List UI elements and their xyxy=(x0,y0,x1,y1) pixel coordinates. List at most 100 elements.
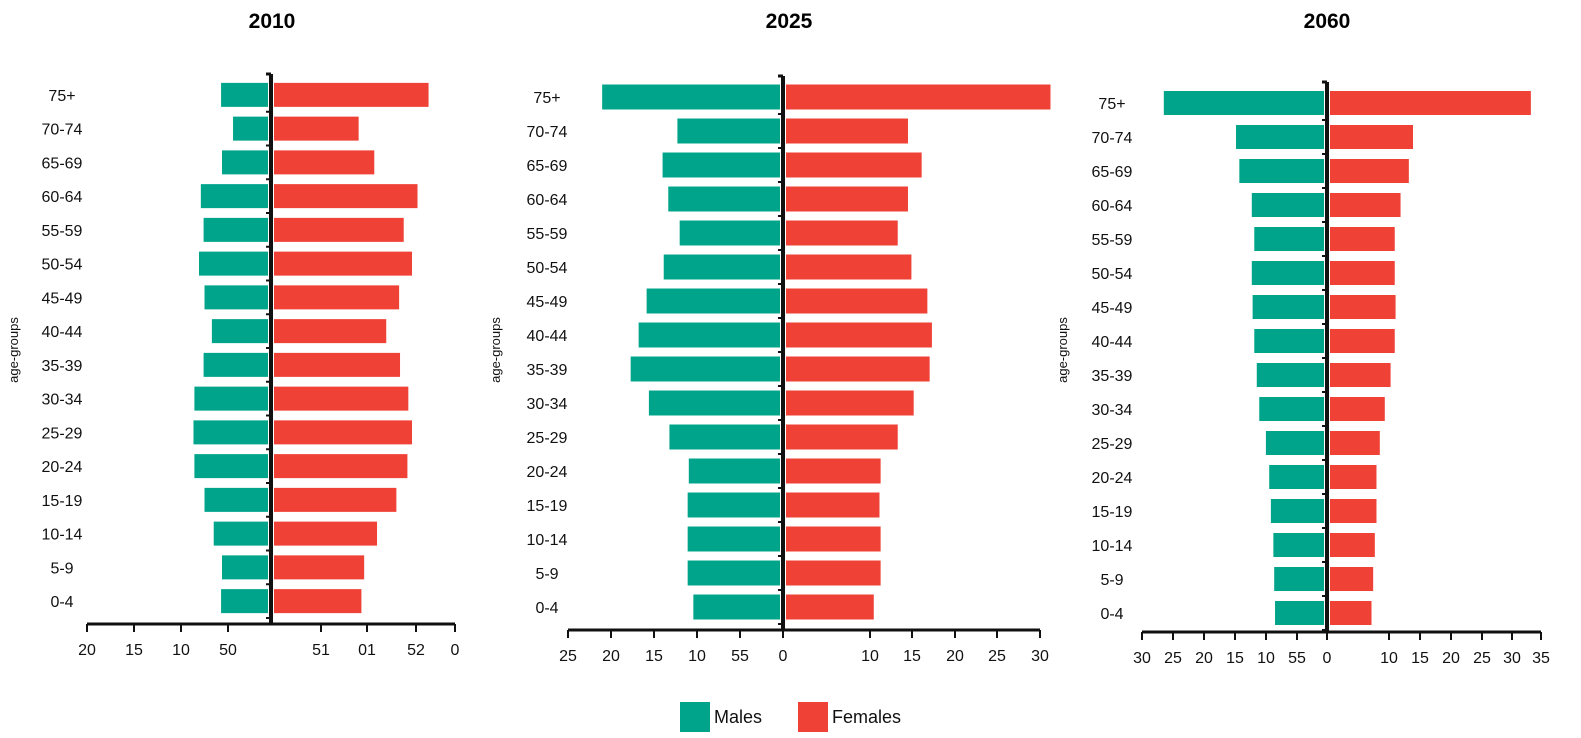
panel-2025-bar-females-20-24 xyxy=(786,458,881,484)
panel-2010-category-65-69: 65-69 xyxy=(42,155,83,172)
panel-2010-bar-males-50-54 xyxy=(199,251,268,276)
panel-2025-bar-females-0-4 xyxy=(786,594,874,620)
panel-2025-bar-males-65-69 xyxy=(662,152,780,178)
panel-2010-category-35-39: 35-39 xyxy=(42,358,83,375)
legend-swatch-males xyxy=(680,702,710,732)
panel-2010-bar-males-55-59 xyxy=(203,217,268,242)
panel-2025-xtick-label-left-4: 55 xyxy=(731,648,749,665)
panel-2025-category-75+: 75+ xyxy=(533,90,560,107)
panel-2025-category-30-34: 30-34 xyxy=(527,396,568,413)
panel-2025-xtick-label-left-0: 25 xyxy=(559,648,577,665)
panel-2060-category-50-54: 50-54 xyxy=(1092,266,1133,283)
panel-2025-xtick-label-right-3: 20 xyxy=(946,648,964,665)
panel-2060-xtick-label-left-6: 0 xyxy=(1323,650,1332,667)
panel-2010-bar-males-15-19 xyxy=(204,487,268,512)
panel-2060-category-20-24: 20-24 xyxy=(1092,470,1133,487)
panel-2060-category-5-9: 5-9 xyxy=(1100,572,1123,589)
panel-2060-bar-females-40-44 xyxy=(1330,329,1395,353)
panel-2025-bar-males-25-29 xyxy=(669,424,780,450)
panel-2060-bar-females-20-24 xyxy=(1330,465,1377,489)
panel-2010-bar-females-40-44 xyxy=(274,319,387,344)
panel-2060-bar-males-55-59 xyxy=(1254,227,1324,251)
panel-2060-bar-females-50-54 xyxy=(1330,261,1395,285)
panel-2010-xtick-label-left-0: 20 xyxy=(78,642,96,659)
panel-2060-category-35-39: 35-39 xyxy=(1092,368,1133,385)
panel-2010-bar-females-20-24 xyxy=(274,454,408,479)
panel-2010-bar-females-35-39 xyxy=(274,352,401,377)
panel-2060-category-15-19: 15-19 xyxy=(1092,504,1133,521)
panel-2010-bar-females-15-19 xyxy=(274,487,397,512)
panel-2060-bar-females-30-34 xyxy=(1330,397,1385,421)
panel-2010-xtick-label-right-3: 0 xyxy=(451,642,460,659)
panel-2010-category-60-64: 60-64 xyxy=(42,189,83,206)
panel-2060-xtick-label-right-4: 30 xyxy=(1503,650,1521,667)
panel-2010-bar-males-10-14 xyxy=(213,521,268,546)
panel-2010-bar-females-30-34 xyxy=(274,386,409,411)
panel-2060-bar-females-35-39 xyxy=(1330,363,1391,387)
panel-2025-category-10-14: 10-14 xyxy=(527,532,568,549)
panel-2025-bar-females-75+ xyxy=(786,84,1051,110)
panel-2025-bar-males-5-9 xyxy=(687,560,780,586)
panel-2025-bar-males-60-64 xyxy=(668,186,780,212)
panel-2025-xtick-label-left-3: 10 xyxy=(688,648,706,665)
panel-2060-bar-males-50-54 xyxy=(1251,261,1324,285)
legend-label-females: Females xyxy=(832,706,902,727)
legend-label-males: Males xyxy=(714,706,763,727)
panel-2025-title: 2025 xyxy=(766,10,813,33)
panel-2025-bar-females-35-39 xyxy=(786,356,930,382)
panel-2060-bar-females-25-29 xyxy=(1330,431,1380,455)
panel-2025-category-15-19: 15-19 xyxy=(527,498,568,515)
panel-2010-xtick-label-right-1: 01 xyxy=(358,642,376,659)
panel-2025-bar-males-0-4 xyxy=(693,594,780,620)
panel-2060-xtick-label-right-5: 35 xyxy=(1532,650,1550,667)
panel-2060-ylabel: age-groups xyxy=(1055,317,1070,383)
panel-2025-bar-males-35-39 xyxy=(630,356,780,382)
panel-2060-xtick-label-right-1: 15 xyxy=(1411,650,1429,667)
panel-2010-category-20-24: 20-24 xyxy=(42,459,83,476)
panel-2010-category-45-49: 45-49 xyxy=(42,290,83,307)
panel-2010-xtick-label-left-2: 10 xyxy=(172,642,190,659)
panel-2010-xtick-label-left-3: 50 xyxy=(219,642,237,659)
panel-2060-category-55-59: 55-59 xyxy=(1092,232,1133,249)
panel-2025-bar-females-15-19 xyxy=(786,492,880,518)
panel-2010-category-70-74: 70-74 xyxy=(42,122,83,139)
panel-2010-bar-females-60-64 xyxy=(274,184,418,209)
panel-2060-bar-males-70-74 xyxy=(1236,125,1324,149)
panel-2025-category-5-9: 5-9 xyxy=(535,566,558,583)
panel-2010-category-55-59: 55-59 xyxy=(42,223,83,240)
panel-2025-category-40-44: 40-44 xyxy=(527,328,568,345)
panel-2025-bar-females-55-59 xyxy=(786,220,898,246)
panel-2025-bar-males-55-59 xyxy=(679,220,780,246)
panel-2060-bar-males-10-14 xyxy=(1273,533,1324,557)
panel-2060-xtick-label-left-1: 25 xyxy=(1164,650,1182,667)
panel-2060-category-70-74: 70-74 xyxy=(1092,130,1133,147)
panel-2010-bar-females-25-29 xyxy=(274,420,412,445)
panel-2060-bar-females-65-69 xyxy=(1330,159,1409,183)
panel-2010-bar-males-40-44 xyxy=(211,319,268,344)
panel-2060-category-65-69: 65-69 xyxy=(1092,164,1133,181)
panel-2010-bar-males-75+ xyxy=(221,82,268,107)
panel-2060-xtick-label-left-3: 15 xyxy=(1226,650,1244,667)
panel-2060-xtick-label-left-5: 55 xyxy=(1288,650,1306,667)
panel-2060-bar-females-45-49 xyxy=(1330,295,1396,319)
legend-swatch-females xyxy=(798,702,829,732)
panel-2060-bar-males-75+ xyxy=(1163,91,1324,115)
panel-2025-category-20-24: 20-24 xyxy=(527,464,568,481)
panel-2025-bar-females-25-29 xyxy=(786,424,898,450)
panel-2025-bar-females-10-14 xyxy=(786,526,881,552)
panel-2010-bar-females-10-14 xyxy=(274,521,378,546)
panel-2025-bar-males-70-74 xyxy=(677,118,780,144)
panel-2025-bar-males-45-49 xyxy=(646,288,780,314)
panel-2025-bar-females-5-9 xyxy=(786,560,881,586)
panel-2025-ylabel: age-groups xyxy=(488,317,503,383)
panel-2060-bar-females-55-59 xyxy=(1330,227,1395,251)
panel-2025-category-45-49: 45-49 xyxy=(527,294,568,311)
panel-2025-bar-males-30-34 xyxy=(648,390,780,416)
panel-2010-category-75+: 75+ xyxy=(48,88,75,105)
panel-2025-category-35-39: 35-39 xyxy=(527,362,568,379)
panel-2025-xtick-label-left-2: 15 xyxy=(645,648,663,665)
panel-2060-bar-males-45-49 xyxy=(1252,295,1324,319)
panel-2025-category-0-4: 0-4 xyxy=(535,600,558,617)
panel-2010-bar-males-65-69 xyxy=(222,150,268,175)
panel-2060-xtick-label-left-4: 10 xyxy=(1257,650,1275,667)
